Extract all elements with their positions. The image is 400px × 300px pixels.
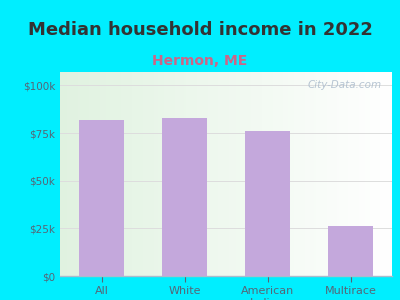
Bar — [162, 118, 207, 276]
Bar — [245, 131, 290, 276]
Text: Hermon, ME: Hermon, ME — [152, 54, 248, 68]
Text: Median household income in 2022: Median household income in 2022 — [28, 21, 372, 39]
Bar — [328, 226, 373, 276]
Text: City-Data.com: City-Data.com — [308, 80, 382, 90]
Bar — [79, 120, 124, 276]
